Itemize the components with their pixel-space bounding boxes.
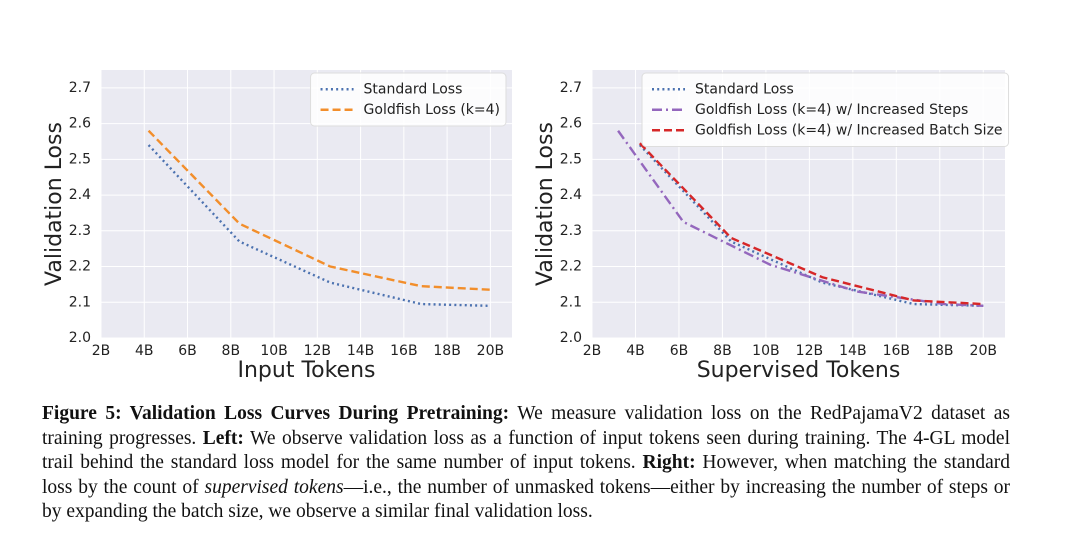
y-tick-label: 2.1 bbox=[69, 294, 91, 310]
caption-text: —i.e., the number of unmasked tokens—eit… bbox=[42, 476, 1011, 523]
x-axis-label: Supervised Tokens bbox=[697, 358, 901, 383]
y-tick-label: 2.3 bbox=[69, 223, 91, 239]
caption-text: We observe validation loss as a function… bbox=[42, 427, 1010, 474]
x-axis-label: Input Tokens bbox=[237, 358, 375, 383]
series-line bbox=[147, 144, 491, 308]
legend: Standard Loss Goldfish Loss (k=4) bbox=[310, 72, 507, 127]
x-tick-label: 20B bbox=[477, 343, 504, 359]
series-line bbox=[638, 142, 984, 306]
y-tick-label: 2.4 bbox=[69, 187, 91, 203]
x-tick-label: 20B bbox=[970, 343, 997, 359]
x-tick-label: 12B bbox=[796, 343, 823, 359]
series-line bbox=[617, 130, 984, 308]
figure: 2.0 2.1 2.2 2.3 2.4 2.5 2.6 2.7 2B 4B 6B 8B 10B 12B 14… bbox=[42, 70, 1010, 383]
x-tick-label: 18B bbox=[926, 343, 953, 359]
series-line bbox=[147, 129, 491, 291]
y-tick-label: 2.5 bbox=[69, 151, 91, 167]
x-tick-label: 4B bbox=[626, 343, 645, 359]
legend-label: Standard Loss bbox=[364, 81, 463, 97]
y-axis-label: Validation Loss bbox=[533, 122, 558, 286]
y-tick-label: 2.4 bbox=[560, 187, 582, 203]
x-tick-label: 10B bbox=[260, 343, 287, 359]
caption-text: Left: bbox=[202, 427, 244, 449]
x-tick-label: 2B bbox=[583, 343, 602, 359]
x-tick-label: 18B bbox=[433, 343, 460, 359]
y-tick-label: 2.2 bbox=[560, 259, 582, 275]
x-tick-label: 16B bbox=[390, 343, 417, 359]
x-tick-label: 10B bbox=[752, 343, 779, 359]
x-tick-label: 8B bbox=[222, 343, 241, 359]
legend: Standard Loss Goldfish Loss (k=4) w/ Incr… bbox=[641, 72, 1010, 147]
y-tick-label: 2.0 bbox=[69, 330, 91, 346]
y-axis-label: Validation Loss bbox=[42, 122, 67, 286]
x-tick-label: 16B bbox=[883, 343, 910, 359]
x-tick-label: 2B bbox=[92, 343, 111, 359]
x-tick-label: 6B bbox=[670, 343, 689, 359]
legend-label: Standard Loss bbox=[695, 81, 794, 97]
x-tick-label: 14B bbox=[347, 343, 374, 359]
y-tick-label: 2.5 bbox=[560, 151, 582, 167]
y-tick-label: 2.7 bbox=[560, 80, 582, 96]
caption-text: supervised tokens bbox=[204, 476, 344, 498]
x-tick-label: 12B bbox=[304, 343, 331, 359]
caption: Figure 5: Validation Loss Curves During … bbox=[42, 402, 1010, 525]
y-tick-label: 2.7 bbox=[69, 80, 91, 96]
y-tick-label: 2.6 bbox=[560, 116, 582, 132]
x-tick-label: 6B bbox=[178, 343, 197, 359]
x-tick-label: 8B bbox=[713, 343, 732, 359]
caption-text: Figure 5: Validation Loss Curves During … bbox=[42, 403, 510, 424]
legend-box bbox=[310, 72, 507, 127]
caption-text: Right: bbox=[642, 452, 696, 474]
legend-label: Goldfish Loss (k=4) w/ Increased Batch S… bbox=[695, 122, 1003, 138]
y-tick-label: 2.2 bbox=[69, 259, 91, 275]
y-tick-label: 2.1 bbox=[560, 294, 582, 310]
y-tick-label: 2.0 bbox=[560, 330, 582, 346]
series-line bbox=[638, 144, 984, 308]
x-tick-label: 4B bbox=[135, 343, 154, 359]
y-tick-label: 2.3 bbox=[560, 223, 582, 239]
caption-text: We measure validation loss on the RedPaj… bbox=[42, 403, 1010, 449]
legend-box bbox=[641, 72, 1010, 147]
x-tick-label: 14B bbox=[839, 343, 866, 359]
legend-label: Goldfish Loss (k=4) bbox=[364, 102, 500, 118]
y-tick-label: 2.6 bbox=[69, 116, 91, 132]
legend-label: Goldfish Loss (k=4) w/ Increased Steps bbox=[695, 102, 968, 118]
caption-text: However, when matching the standard loss… bbox=[42, 452, 1010, 498]
